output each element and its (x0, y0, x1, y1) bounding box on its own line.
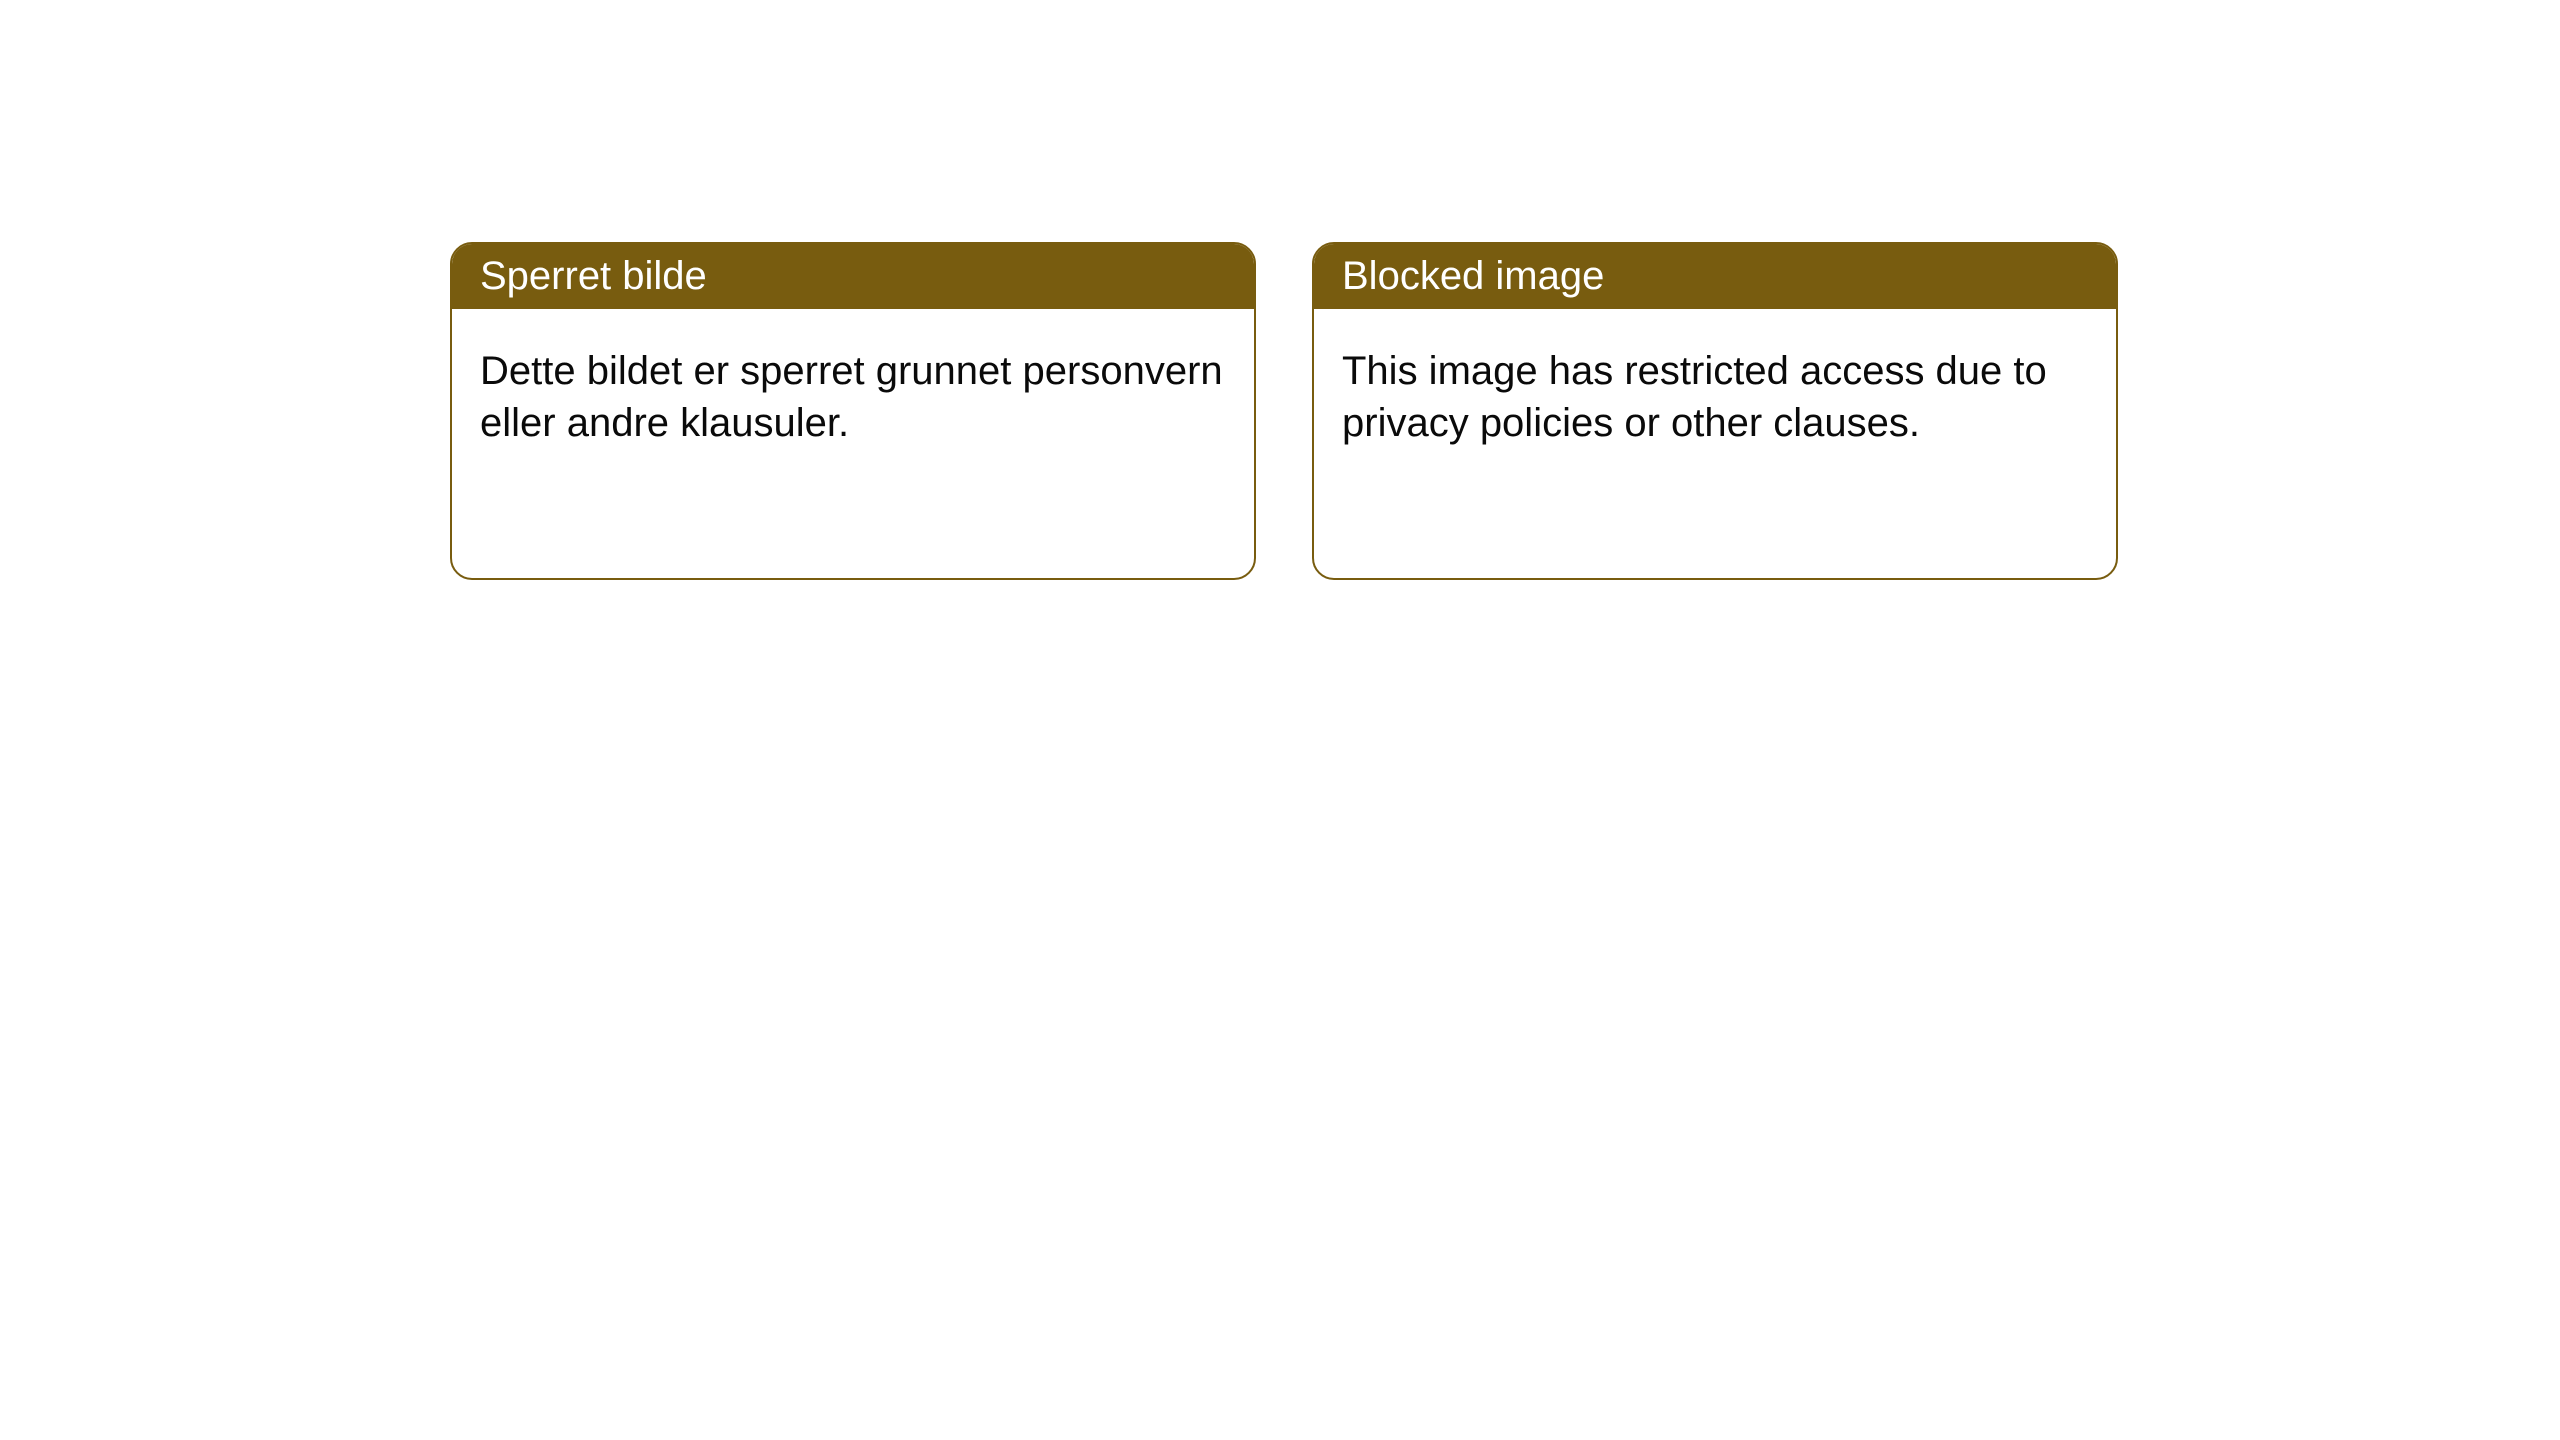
card-title: Blocked image (1342, 254, 1604, 298)
card-body: Dette bildet er sperret grunnet personve… (452, 309, 1254, 485)
blocked-image-notice-no: Sperret bilde Dette bildet er sperret gr… (450, 242, 1256, 580)
card-text: This image has restricted access due to … (1342, 349, 2047, 445)
card-text: Dette bildet er sperret grunnet personve… (480, 349, 1223, 445)
card-header: Blocked image (1314, 244, 2116, 309)
blocked-image-notice-en: Blocked image This image has restricted … (1312, 242, 2118, 580)
notice-container: Sperret bilde Dette bildet er sperret gr… (0, 0, 2560, 580)
card-body: This image has restricted access due to … (1314, 309, 2116, 485)
card-header: Sperret bilde (452, 244, 1254, 309)
card-title: Sperret bilde (480, 254, 707, 298)
